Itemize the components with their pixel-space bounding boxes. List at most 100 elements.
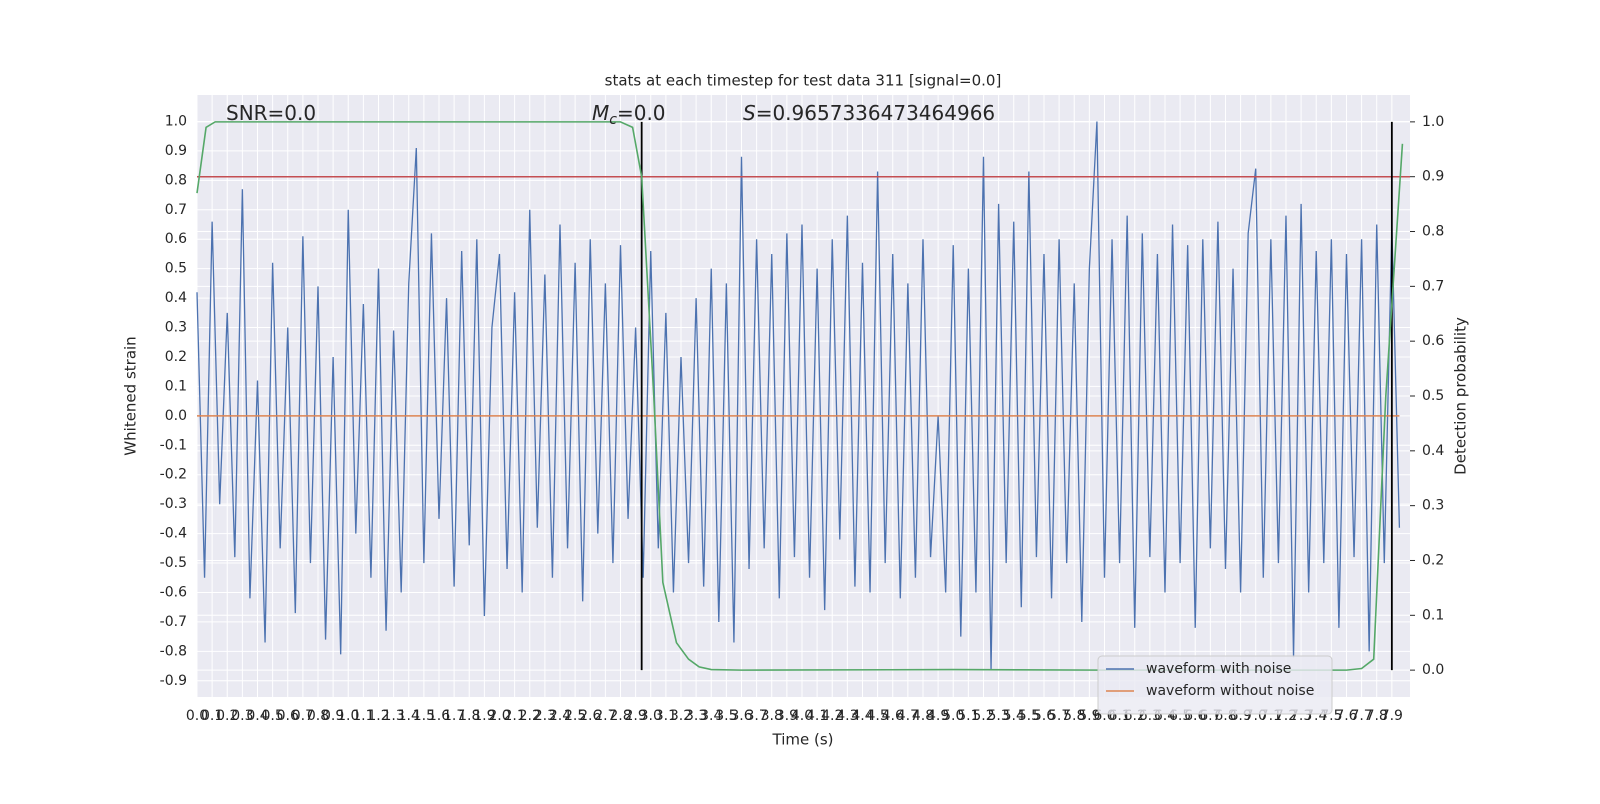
x-tick-label: 2.2 <box>519 708 541 724</box>
x-tick-label: 5.1 <box>957 708 979 724</box>
x-tick-label: 4.3 <box>836 708 858 724</box>
x-tick-label: 4.1 <box>806 708 828 724</box>
y-tick-label: -0.8 <box>160 643 187 659</box>
x-tick-label: 0.5 <box>261 708 283 724</box>
x-tick-label: 0.6 <box>277 708 299 724</box>
y-tick-label: 0.1 <box>165 378 187 394</box>
x-tick-label: 5.7 <box>1048 708 1070 724</box>
annotation-text: =0.0 <box>617 101 666 125</box>
annotation-text: SNR=0.0 <box>226 101 316 125</box>
x-tick-label: 0.9 <box>322 708 344 724</box>
y-tick-label: -0.4 <box>160 526 187 542</box>
x-tick-label: 4.4 <box>851 708 873 724</box>
x-tick-label: 3.0 <box>640 708 662 724</box>
y-tick-label: -0.6 <box>160 584 187 600</box>
x-tick-label: 1.7 <box>443 708 465 724</box>
y-tick-label: -0.3 <box>160 496 187 512</box>
x-tick-label: 3.1 <box>655 708 677 724</box>
y2-tick-label: 0.2 <box>1422 552 1444 568</box>
series-line <box>196 121 1404 671</box>
y2-tick-label: 1.0 <box>1422 114 1444 130</box>
y2-tick-label: 0.3 <box>1422 498 1444 514</box>
x-tick-label: 3.4 <box>700 708 722 724</box>
x-tick-label: 4.7 <box>897 708 919 724</box>
x-tick-label: 5.2 <box>972 708 994 724</box>
series-line <box>196 121 1401 670</box>
x-tick-label: 0.7 <box>292 708 314 724</box>
x-tick-label: 2.4 <box>549 708 571 724</box>
annotation-symbol: S <box>743 101 756 125</box>
x-tick-label: 7.8 <box>1366 708 1388 724</box>
x-tick-label: 4.8 <box>912 708 934 724</box>
x-tick-label: 1.3 <box>382 708 404 724</box>
x-tick-label: 2.9 <box>624 708 646 724</box>
x-tick-label: 1.2 <box>367 708 389 724</box>
x-tick-label: 7.9 <box>1381 708 1403 724</box>
y2-axis-label: Detection probability <box>1452 317 1470 475</box>
x-tick-label: 2.1 <box>503 708 525 724</box>
y-tick-label: 0.7 <box>165 202 187 218</box>
x-tick-label: 1.6 <box>428 708 450 724</box>
annotation: S=0.9657336473464966 <box>743 101 995 125</box>
y-tick-label: 0.0 <box>165 408 187 424</box>
x-axis-label: Time (s) <box>772 731 834 749</box>
annotation-subscript: c <box>609 112 617 128</box>
x-tick-label: 2.0 <box>488 708 510 724</box>
y2-tick-label: 0.6 <box>1422 333 1444 349</box>
chart-title: stats at each timestep for test data 311… <box>605 72 1002 90</box>
x-tick-label: 4.5 <box>866 708 888 724</box>
y-tick-label: 0.9 <box>165 143 187 159</box>
x-tick-label: 3.8 <box>761 708 783 724</box>
y2-tick-label: 0.8 <box>1422 224 1444 240</box>
labels: 0.00.10.20.30.40.50.60.70.80.91.01.11.21… <box>160 101 1445 725</box>
y-tick-label: -0.7 <box>160 614 187 630</box>
y-tick-label: -0.5 <box>160 555 187 571</box>
y-tick-label: 0.6 <box>165 231 187 247</box>
x-tick-label: 2.7 <box>594 708 616 724</box>
x-tick-label: 5.5 <box>1018 708 1040 724</box>
x-tick-label: 7.7 <box>1350 708 1372 724</box>
x-tick-label: 4.6 <box>882 708 904 724</box>
legend-label: waveform without noise <box>1146 683 1314 699</box>
x-tick-label: 0.8 <box>307 708 329 724</box>
x-tick-label: 4.2 <box>821 708 843 724</box>
x-tick-label: 1.9 <box>473 708 495 724</box>
x-tick-label: 0.0 <box>186 708 208 724</box>
x-tick-label: 5.3 <box>987 708 1009 724</box>
y-tick-label: 1.0 <box>165 113 187 129</box>
y-tick-label: 0.3 <box>165 320 187 336</box>
x-tick-label: 5.8 <box>1063 708 1085 724</box>
y2-tick-label: 0.7 <box>1422 278 1444 294</box>
x-tick-label: 1.5 <box>413 708 435 724</box>
x-tick-label: 0.3 <box>231 708 253 724</box>
annotation-symbol: M <box>592 101 609 125</box>
x-tick-label: 4.0 <box>791 708 813 724</box>
y-axis-label: Whitened strain <box>122 336 140 455</box>
x-tick-label: 2.3 <box>534 708 556 724</box>
x-tick-label: 0.1 <box>201 708 223 724</box>
marks <box>196 121 1410 671</box>
x-tick-label: 4.9 <box>927 708 949 724</box>
x-tick-label: 1.1 <box>352 708 374 724</box>
y2-tick-label: 0.1 <box>1422 607 1444 623</box>
x-tick-label: 3.9 <box>776 708 798 724</box>
x-tick-label: 7.6 <box>1335 708 1357 724</box>
y2-tick-label: 0.4 <box>1422 443 1444 459</box>
legend-label: waveform with noise <box>1146 661 1291 677</box>
x-tick-label: 1.0 <box>337 708 359 724</box>
y-tick-label: 0.4 <box>165 290 187 306</box>
x-tick-label: 3.2 <box>670 708 692 724</box>
legend-box <box>1097 655 1333 715</box>
y2-tick-label: 0.9 <box>1422 169 1444 185</box>
x-tick-label: 2.5 <box>564 708 586 724</box>
x-tick-label: 5.9 <box>1078 708 1100 724</box>
y2-tick-label: 0.5 <box>1422 388 1444 404</box>
x-tick-label: 1.8 <box>458 708 480 724</box>
x-tick-label: 3.5 <box>715 708 737 724</box>
y-tick-label: -0.1 <box>160 437 187 453</box>
x-tick-label: 0.4 <box>246 708 268 724</box>
annotation-text: =0.9657336473464966 <box>756 101 995 125</box>
x-tick-label: 1.4 <box>398 708 420 724</box>
